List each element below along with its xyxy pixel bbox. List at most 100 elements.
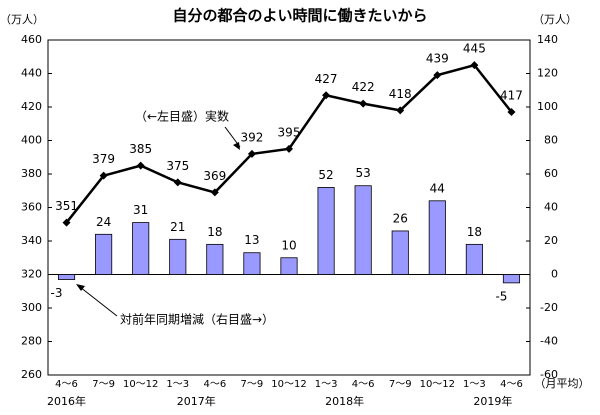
- y2-unit: （万人）: [533, 13, 577, 26]
- data-label: -3: [51, 286, 63, 300]
- y2-tick-label: 0: [551, 268, 558, 281]
- data-label: 21: [170, 220, 185, 234]
- x-tick-label: 4～6: [203, 379, 226, 390]
- y2-tick-label: 60: [544, 167, 558, 180]
- marker: [210, 188, 219, 197]
- data-label: 445: [463, 42, 486, 56]
- x-tick-label: 4～6: [55, 379, 78, 390]
- y2-tick-label: -20: [540, 301, 558, 314]
- year-label: 2018年: [325, 394, 364, 408]
- marker: [322, 91, 331, 100]
- data-label: 385: [129, 142, 152, 156]
- data-label: 351: [55, 199, 78, 213]
- bar: [169, 238, 187, 275]
- data-label: 52: [318, 168, 333, 182]
- chart-title: 自分の都合のよい時間に働きたいから: [172, 7, 427, 25]
- y-tick-label: 360: [21, 201, 42, 214]
- bar: [95, 233, 113, 275]
- year-label: 2019年: [473, 394, 512, 408]
- y-tick-label: 440: [21, 67, 42, 80]
- year-label: 2016年: [47, 394, 86, 408]
- data-label: 44: [430, 181, 445, 195]
- x-tick-label: 7～9: [92, 379, 115, 390]
- y-tick-label: 320: [21, 268, 42, 281]
- data-label: 395: [278, 125, 301, 139]
- marker: [359, 99, 368, 108]
- bar: [206, 243, 224, 275]
- marker: [62, 218, 71, 227]
- arrow: [79, 286, 118, 317]
- y-tick-label: 300: [21, 301, 42, 314]
- y-tick-label: 340: [21, 234, 42, 247]
- y2-tick-label: 20: [544, 234, 558, 247]
- data-label: 369: [203, 169, 226, 183]
- year-label: 2017年: [177, 394, 216, 408]
- data-label: 31: [133, 203, 148, 217]
- data-label: 417: [500, 89, 523, 103]
- bar: [428, 200, 446, 275]
- data-label: 24: [96, 215, 111, 229]
- x-tick-label: 1～3: [166, 379, 189, 390]
- data-label: 422: [352, 80, 375, 94]
- arrow-head: [76, 284, 85, 291]
- y-tick-label: 400: [21, 134, 42, 147]
- y-tick-label: 380: [21, 167, 42, 180]
- y-tick-label: 260: [21, 368, 42, 381]
- y2-tick-label: -60: [540, 368, 558, 381]
- annotation: 対前年同期増減（右目盛→）: [120, 312, 274, 327]
- data-label: 392: [240, 130, 263, 144]
- marker: [433, 71, 442, 80]
- y-tick-label: 460: [21, 33, 42, 46]
- marker: [247, 149, 256, 158]
- y2-tick-label: 80: [544, 134, 558, 147]
- arrow-head: [233, 142, 240, 150]
- bar: [391, 230, 409, 275]
- marker: [507, 108, 516, 117]
- x-tick-label: 10～12: [123, 379, 158, 390]
- bar: [354, 185, 372, 275]
- bar: [502, 274, 521, 284]
- y-tick-label: 280: [21, 335, 42, 348]
- marker: [173, 178, 182, 187]
- data-label: 13: [244, 233, 259, 247]
- x-tick-label: 1～3: [463, 379, 486, 390]
- x-tick-label: 10～12: [271, 379, 306, 390]
- data-label: 53: [356, 166, 371, 180]
- x-tick-label: 4～6: [500, 379, 523, 390]
- data-label: 418: [389, 87, 412, 101]
- y-tick-label: 420: [21, 100, 42, 113]
- x-tick-label: 7～9: [389, 379, 412, 390]
- data-label: 439: [426, 52, 449, 66]
- y2-tick-label: -40: [540, 335, 558, 348]
- data-label: 18: [207, 225, 222, 239]
- data-label: 18: [467, 225, 482, 239]
- y2-tick-label: 140: [537, 33, 558, 46]
- y-unit: （万人）: [0, 13, 44, 26]
- bar: [465, 243, 483, 275]
- bar: [280, 257, 298, 275]
- marker: [470, 61, 479, 70]
- y2-tick-label: 120: [537, 67, 558, 80]
- bar: [132, 222, 150, 275]
- data-label: 375: [166, 159, 189, 173]
- data-label: -5: [495, 289, 507, 303]
- x-tick-label: 10～12: [420, 379, 455, 390]
- data-label: 379: [92, 152, 115, 166]
- marker: [285, 144, 293, 153]
- x-tick-label: 4～6: [352, 379, 375, 390]
- bar: [57, 274, 76, 280]
- data-label: 427: [315, 72, 338, 86]
- x-tick-label: 7～9: [241, 379, 264, 390]
- x-unit: （月平均）: [535, 377, 590, 390]
- marker: [99, 171, 108, 180]
- marker: [396, 106, 405, 115]
- marker: [136, 161, 145, 170]
- bar: [243, 252, 261, 275]
- data-label: 10: [281, 238, 296, 252]
- data-label: 26: [393, 211, 408, 225]
- y2-tick-label: 100: [537, 100, 558, 113]
- annotation: （←左目盛）実数: [135, 109, 229, 124]
- x-tick-label: 1～3: [315, 379, 338, 390]
- bar: [317, 186, 335, 275]
